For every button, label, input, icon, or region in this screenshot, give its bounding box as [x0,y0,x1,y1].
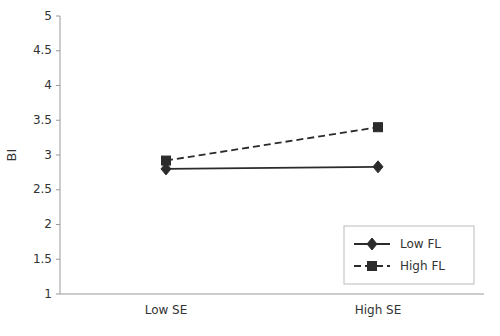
y-tick-label: 1.5 [33,252,52,266]
chart: 1 1.5 2 2.5 3 3.5 4 4.5 5 Low SE High SE BI Low FL Hi… [0,0,500,336]
y-tick [56,259,60,260]
x-tick-label: High SE [355,303,402,317]
legend-frame [344,226,474,284]
y-tick-label: 4 [44,78,52,92]
series-line [166,167,378,169]
y-tick [56,224,60,225]
plot-area [161,123,383,175]
y-tick [56,16,60,17]
legend-marker [368,262,377,271]
y-tick [56,294,60,295]
legend-label: Low FL [400,237,441,251]
y-tick-label: 5 [44,9,52,23]
chart-container: 1 1.5 2 2.5 3 3.5 4 4.5 5 Low SE High SE BI Low FL Hi… [0,0,500,336]
legend-label: High FL [400,259,445,273]
x-tick-label: Low SE [145,303,188,317]
y-tick-label: 2 [44,217,52,231]
y-tick [56,155,60,156]
legend-marker [367,238,377,250]
series-line [166,127,378,160]
y-tick [56,189,60,190]
y-tick-label: 3 [44,148,52,162]
series-marker [162,156,171,165]
y-tick [56,85,60,86]
series-marker [373,161,383,173]
x-axis-line [60,294,484,295]
y-tick-label: 4.5 [33,43,52,57]
y-tick [56,50,60,51]
y-tick-label: 2.5 [33,182,52,196]
y-axis-label: BI [4,149,19,162]
legend: Low FL High FL [344,226,474,284]
y-tick-label: 1 [44,287,52,301]
series-marker [374,123,383,132]
y-tick-label: 3.5 [33,113,52,127]
y-tick [56,120,60,121]
